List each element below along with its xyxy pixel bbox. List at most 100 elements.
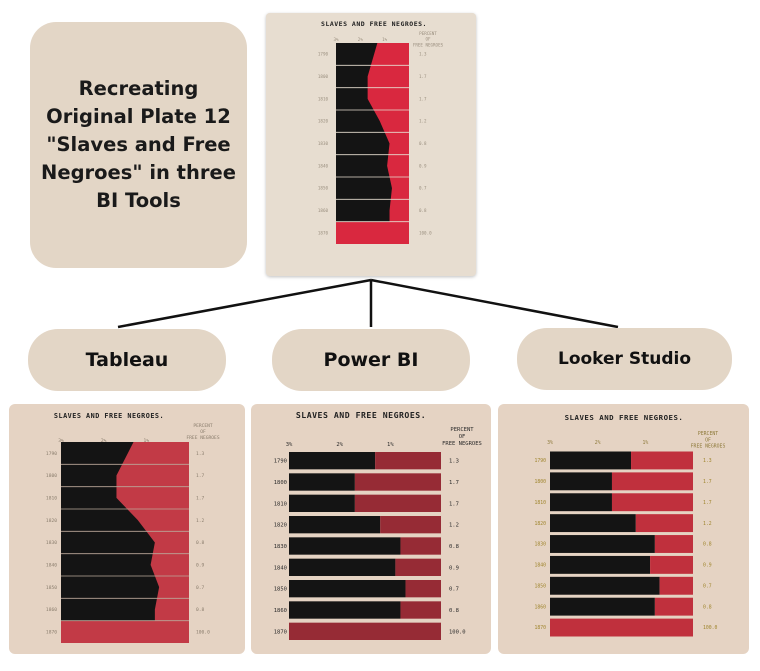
- tool-pill-tableau: Tableau: [28, 329, 226, 391]
- value-label: 0.8: [703, 604, 712, 610]
- year-label: 1860: [318, 208, 329, 213]
- year-label: 1870: [318, 230, 329, 235]
- free-bar-1820: [380, 516, 441, 534]
- free-bar-1870: [550, 618, 693, 637]
- free-bar-1840: [395, 558, 441, 576]
- value-label: 0.7: [449, 587, 459, 593]
- value-label: 100.0: [196, 629, 210, 635]
- value-label: 1.7: [703, 479, 712, 485]
- value-label: 1.7: [449, 501, 459, 507]
- right-header-line: PERCENT: [419, 31, 437, 36]
- year-label: 1790: [534, 458, 546, 464]
- free-bar-1850: [659, 576, 693, 595]
- value-label: 1.7: [449, 480, 459, 486]
- slave-bar-1820: [550, 514, 636, 533]
- year-label: 1840: [274, 565, 287, 571]
- year-label: 1830: [318, 141, 329, 146]
- value-label: 1.3: [703, 458, 712, 464]
- right-header-line: OF: [705, 437, 711, 443]
- free-bar-1810: [354, 494, 441, 512]
- year-label: 1850: [534, 583, 546, 589]
- value-label: 1.2: [703, 521, 712, 527]
- year-label: 1820: [274, 523, 287, 529]
- year-label: 1870: [46, 629, 57, 635]
- x-tick-label: 2%: [101, 438, 107, 444]
- x-tick-label: 2%: [358, 37, 364, 42]
- year-label: 1790: [274, 459, 287, 465]
- slave-bar-1830: [550, 535, 655, 553]
- year-label: 1820: [46, 518, 57, 524]
- slave-bar-1860: [289, 601, 401, 619]
- tool-pill-powerbi: Power BI: [272, 329, 470, 391]
- slave-bar-1840: [289, 558, 396, 576]
- value-label: 100.0: [703, 625, 718, 631]
- value-label: 1.7: [196, 495, 205, 501]
- value-label: 0.8: [196, 607, 205, 613]
- tool-label-powerbi: Power BI: [323, 349, 419, 371]
- value-label: 1.2: [419, 119, 427, 124]
- value-label: 1.7: [196, 473, 205, 479]
- slave-bar-1820: [289, 516, 381, 534]
- right-header-line: FREE NEGROES: [413, 42, 444, 47]
- year-label: 1810: [534, 500, 546, 506]
- free-bar-1790: [631, 451, 693, 470]
- year-label: 1840: [46, 562, 57, 568]
- year-label: 1840: [318, 163, 329, 168]
- value-label: 100.0: [449, 629, 466, 635]
- year-label: 1840: [534, 563, 546, 569]
- title-box: Recreating Original Plate 12 "Slaves and…: [30, 22, 247, 268]
- value-label: 0.8: [449, 544, 459, 550]
- value-label: 0.7: [703, 583, 712, 589]
- x-tick-label: 2%: [336, 442, 343, 448]
- x-tick-label: 1%: [642, 440, 648, 446]
- free-bar-1800: [354, 473, 441, 491]
- year-label: 1820: [318, 119, 329, 124]
- chart-title: SLAVES AND FREE NEGROES.: [54, 412, 164, 420]
- free-bar-1830: [654, 535, 693, 553]
- year-label: 1800: [534, 479, 546, 485]
- value-label: 1.7: [703, 500, 712, 506]
- year-label: 1870: [274, 629, 287, 635]
- value-label: 0.7: [419, 186, 427, 191]
- free-bar-1850: [405, 580, 441, 598]
- year-label: 1850: [318, 186, 329, 191]
- diagram-title: Recreating Original Plate 12 "Slaves and…: [41, 77, 236, 212]
- free-bar-1870: [289, 622, 441, 640]
- free-bar-1830: [400, 537, 441, 555]
- slave-bar-1800: [550, 472, 612, 491]
- year-label: 1830: [274, 544, 287, 550]
- year-label: 1820: [534, 521, 546, 527]
- value-label: 1.2: [449, 523, 459, 529]
- chart-title: SLAVES AND FREE NEGROES.: [565, 413, 684, 422]
- year-label: 1850: [274, 587, 287, 593]
- year-label: 1800: [46, 473, 57, 479]
- year-label: 1790: [318, 52, 329, 57]
- slave-bar-1810: [550, 493, 612, 512]
- tool-label-looker: Looker Studio: [557, 349, 692, 369]
- x-tick-label: 1%: [387, 442, 394, 448]
- right-header-line: PERCENT: [698, 431, 718, 437]
- year-label: 1830: [534, 542, 546, 548]
- slave-bar-1790: [289, 452, 376, 470]
- x-tick-label: 1%: [382, 37, 388, 42]
- year-label: 1860: [46, 607, 57, 613]
- slave-bar-1850: [550, 576, 660, 595]
- right-header-line: PERCENT: [193, 423, 213, 429]
- tool-label-tableau: Tableau: [85, 349, 169, 371]
- connector-line-tableau: [117, 278, 372, 329]
- free-bar-1860: [654, 597, 693, 616]
- chart-title: SLAVES AND FREE NEGROES.: [321, 20, 427, 28]
- tool-pill-looker: Looker Studio: [517, 328, 732, 390]
- value-label: 0.7: [196, 585, 205, 591]
- right-header-line: FREE NEGROES: [442, 441, 482, 447]
- x-tick-label: 1%: [144, 438, 150, 444]
- value-label: 0.8: [419, 208, 427, 213]
- year-label: 1800: [274, 480, 287, 486]
- value-label: 0.8: [703, 542, 712, 548]
- free-bar-1800: [611, 472, 693, 491]
- year-label: 1810: [318, 96, 329, 101]
- x-tick-label: 3%: [286, 442, 293, 448]
- tableau-chart-card: SLAVES AND FREE NEGROES. PERCENT OF FREE NE…: [9, 404, 245, 654]
